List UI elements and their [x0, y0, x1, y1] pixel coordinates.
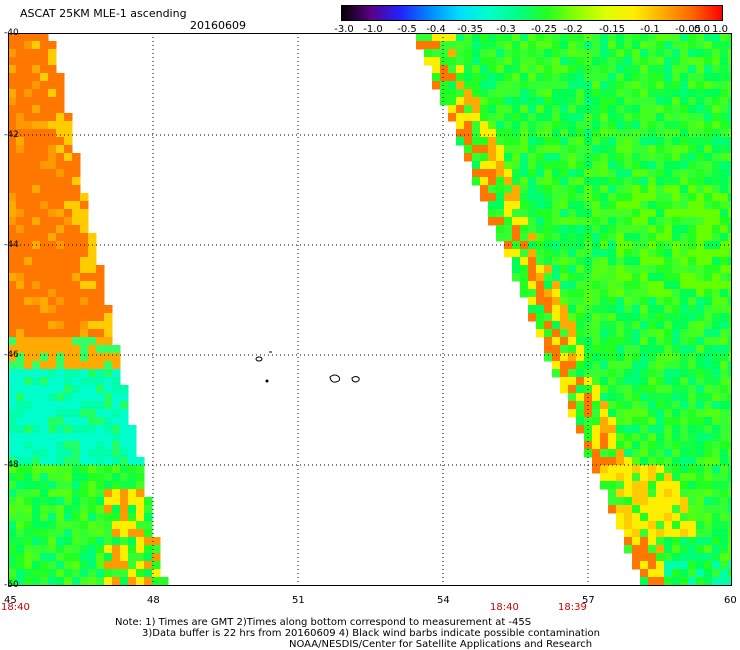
lon-label: 45: [4, 595, 17, 606]
footnote-line-1: Note: 1) Times are GMT 2)Times along bot…: [115, 617, 532, 628]
lon-label: 54: [437, 595, 450, 606]
colorbar-labels: -3.0 -1.0 -0.5 -0.4 -0.35 -0.3 -0.25 -0.…: [330, 24, 730, 38]
footnote-credit: NOAA/NESDIS/Center for Satellite Applica…: [289, 639, 593, 650]
colorbar-label: -1.0: [363, 24, 383, 35]
island-outlines: [255, 351, 360, 383]
time-label: 18:40: [490, 602, 519, 613]
lat-label: -50: [4, 580, 19, 590]
footnote-line-2: 3)Data buffer is 22 hrs from 20160609 4)…: [142, 628, 600, 639]
lon-label: 57: [582, 595, 595, 606]
lat-label: -46: [4, 350, 19, 360]
colorbar-label: -0.15: [599, 24, 625, 35]
swath-cells: [8, 33, 732, 586]
colorbar-label: 0.0: [694, 24, 710, 35]
lon-label: 48: [147, 595, 160, 606]
colorbar-label: -0.4: [426, 24, 446, 35]
product-title: ASCAT 25KM MLE-1 ascending: [20, 7, 187, 20]
time-label: 18:39: [558, 602, 587, 613]
time-label: 18:40: [1, 602, 30, 613]
graticule: [8, 33, 732, 586]
lon-label: 60: [724, 595, 737, 606]
lat-label: -42: [4, 130, 19, 140]
colorbar: [341, 5, 723, 21]
lon-label: 51: [292, 595, 305, 606]
lat-label: -40: [4, 28, 19, 38]
colorbar-label: -0.05: [675, 24, 701, 35]
colorbar-label: 1.0: [712, 24, 728, 35]
lat-label: -44: [4, 240, 19, 250]
colorbar-label: -0.25: [531, 24, 557, 35]
lat-label: -48: [4, 460, 19, 470]
colorbar-label: -0.1: [640, 24, 660, 35]
swath-map: [8, 33, 732, 586]
colorbar-label: -0.3: [496, 24, 516, 35]
colorbar-label: -0.5: [397, 24, 417, 35]
product-date: 20160609: [190, 19, 246, 32]
colorbar-label: -0.2: [563, 24, 583, 35]
colorbar-label: -3.0: [334, 24, 354, 35]
colorbar-label: -0.35: [457, 24, 483, 35]
